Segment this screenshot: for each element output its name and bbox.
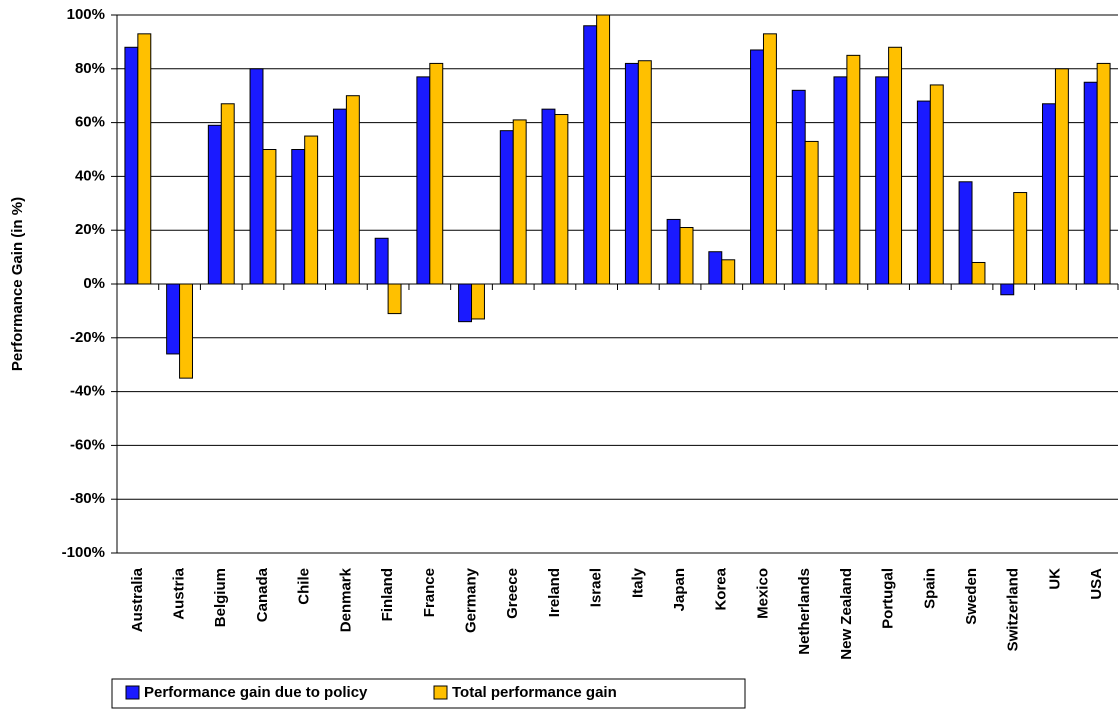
bar	[624, 62, 639, 285]
bar	[387, 283, 402, 315]
x-tick-label: Belgium	[212, 568, 229, 627]
x-tick-label: Australia	[129, 567, 146, 632]
y-tick-label: 40%	[75, 167, 105, 184]
x-tick-label: Mexico	[754, 568, 771, 619]
bar	[666, 218, 681, 285]
x-tick-label: Greece	[504, 568, 521, 619]
bar	[416, 76, 431, 285]
legend-swatch	[125, 685, 140, 700]
y-tick-label: 80%	[75, 60, 105, 77]
bar	[929, 84, 944, 285]
x-tick-label: Japan	[671, 568, 688, 611]
x-tick-label: Denmark	[337, 567, 354, 632]
bar	[791, 89, 806, 285]
legend-swatch	[433, 685, 448, 700]
bar	[1054, 68, 1069, 285]
x-tick-label: New Zealand	[838, 568, 855, 660]
bar	[220, 103, 235, 285]
bar	[499, 130, 514, 285]
bar	[1000, 283, 1015, 296]
bar	[721, 259, 736, 285]
bar	[804, 140, 819, 285]
bar	[471, 283, 485, 320]
y-axis-label: Performance Gain (in %)	[9, 197, 26, 371]
y-tick-label: 20%	[75, 221, 105, 238]
bar	[304, 135, 319, 285]
y-tick-label: 60%	[75, 114, 105, 131]
y-tick-label: 100%	[67, 6, 105, 23]
x-tick-label: Korea	[713, 567, 730, 610]
bar	[916, 100, 931, 285]
bar	[1013, 192, 1028, 285]
bar	[1083, 81, 1098, 285]
x-tick-label: Chile	[296, 568, 313, 605]
bar	[708, 251, 723, 285]
x-tick-label: Portugal	[880, 568, 897, 629]
x-tick-label: Italy	[629, 567, 646, 598]
bar	[345, 95, 360, 285]
bar	[541, 108, 556, 285]
bar	[374, 237, 389, 285]
bar	[958, 181, 973, 285]
bar	[179, 283, 193, 379]
y-tick-label: 0%	[83, 275, 105, 292]
bar	[750, 49, 764, 285]
bar	[207, 124, 222, 285]
bar	[291, 149, 306, 285]
legend-box	[111, 678, 746, 709]
bar	[596, 14, 611, 285]
bar	[166, 283, 181, 355]
y-tick-label: -60%	[70, 436, 105, 453]
x-tick-label: Finland	[379, 568, 396, 621]
x-tick-label: Israel	[588, 568, 605, 607]
bar	[762, 33, 777, 285]
x-tick-label: Canada	[254, 567, 271, 622]
x-tick-label: USA	[1088, 568, 1105, 600]
bar	[583, 25, 598, 285]
bar	[429, 62, 444, 285]
bar	[554, 114, 569, 285]
y-tick-label: -80%	[70, 490, 105, 507]
x-tick-label: Netherlands	[796, 568, 813, 655]
x-tick-label: France	[421, 568, 438, 617]
bar	[124, 46, 139, 285]
bar	[637, 60, 652, 285]
y-tick-label: -40%	[70, 383, 105, 400]
bar	[137, 33, 152, 285]
x-tick-label: Sweden	[963, 568, 980, 625]
bar	[262, 149, 277, 285]
bar	[458, 283, 473, 323]
bar	[875, 76, 890, 285]
bar	[833, 76, 848, 285]
legend-label: Performance gain due to policy	[144, 684, 368, 701]
bar	[971, 261, 986, 285]
bar	[512, 119, 527, 285]
y-tick-label: -100%	[62, 544, 105, 561]
bar	[679, 227, 694, 285]
x-tick-label: Austria	[171, 567, 188, 619]
bar	[332, 108, 347, 285]
bar	[249, 68, 264, 285]
x-tick-label: Switzerland	[1005, 568, 1022, 651]
bar	[888, 46, 903, 285]
bar	[846, 54, 861, 285]
legend-label: Total performance gain	[452, 684, 617, 701]
bar	[1096, 62, 1111, 285]
bar	[1042, 103, 1056, 285]
y-tick-label: -20%	[70, 329, 105, 346]
x-tick-label: UK	[1046, 568, 1063, 590]
x-tick-label: Ireland	[546, 568, 563, 617]
x-tick-label: Spain	[921, 568, 938, 609]
x-tick-label: Germany	[462, 567, 479, 633]
